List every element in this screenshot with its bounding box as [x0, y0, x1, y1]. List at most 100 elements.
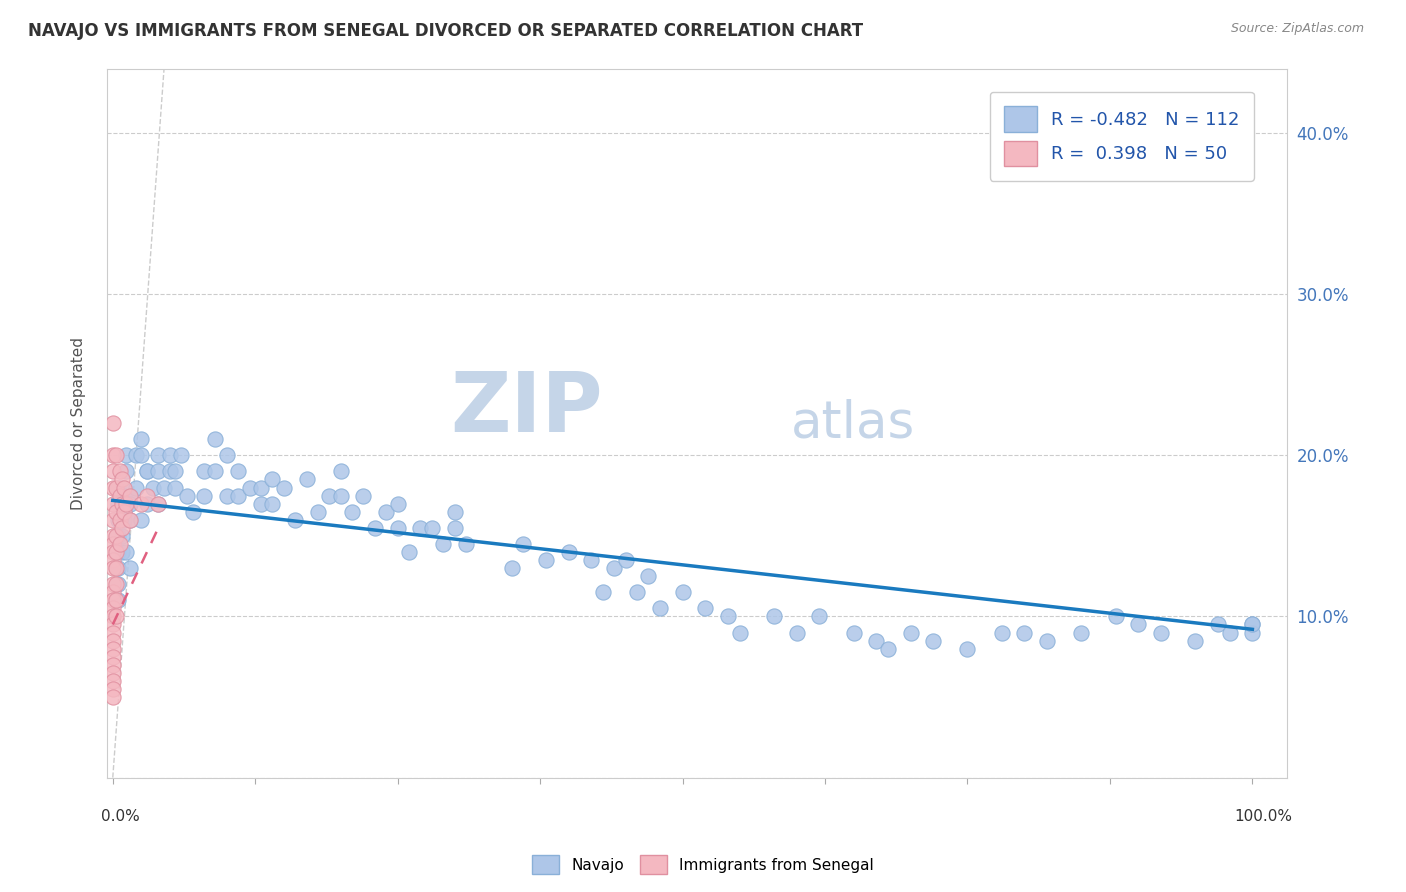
Point [101, 448, 124, 462]
Point [129, 513, 152, 527]
Point [165, 481, 187, 495]
Point [101, 553, 124, 567]
Point [105, 577, 128, 591]
Point [101, 537, 124, 551]
Point [101, 513, 124, 527]
Point [148, 497, 170, 511]
Point [226, 489, 249, 503]
Point [105, 561, 128, 575]
Point [101, 665, 124, 680]
Point [136, 464, 159, 478]
Point [307, 505, 329, 519]
Point [626, 585, 648, 599]
Point [115, 497, 138, 511]
Point [107, 545, 129, 559]
Point [107, 529, 129, 543]
Point [101, 633, 124, 648]
Point [136, 489, 159, 503]
Point [262, 472, 284, 486]
Point [432, 537, 454, 551]
Point [159, 464, 181, 478]
Point [112, 481, 135, 495]
Point [614, 553, 637, 567]
Point [101, 681, 124, 696]
Point [238, 481, 260, 495]
Point [129, 448, 152, 462]
Point [250, 497, 273, 511]
Point [1241, 617, 1264, 632]
Point [118, 513, 141, 527]
Y-axis label: Divorced or Separated: Divorced or Separated [72, 336, 86, 509]
Point [101, 416, 124, 430]
Point [1184, 633, 1206, 648]
Point [111, 529, 134, 543]
Point [129, 497, 152, 511]
Point [111, 472, 134, 486]
Point [107, 593, 129, 607]
Point [295, 472, 318, 486]
Point [170, 448, 193, 462]
Point [717, 609, 740, 624]
Point [1036, 633, 1059, 648]
Point [671, 585, 693, 599]
Point [353, 489, 375, 503]
Point [107, 561, 129, 575]
Point [101, 625, 124, 640]
Point [409, 521, 432, 535]
Point [318, 489, 340, 503]
Point [786, 625, 808, 640]
Point [1128, 617, 1150, 632]
Point [118, 497, 141, 511]
Point [105, 593, 128, 607]
Point [101, 497, 124, 511]
Point [105, 481, 128, 495]
Point [101, 601, 124, 615]
Point [592, 585, 614, 599]
Point [112, 513, 135, 527]
Point [105, 505, 128, 519]
Point [581, 553, 603, 567]
Point [340, 505, 363, 519]
Point [762, 609, 785, 624]
Point [273, 481, 295, 495]
Point [1150, 625, 1173, 640]
Point [648, 601, 671, 615]
Point [124, 481, 146, 495]
Point [101, 464, 124, 478]
Point [1206, 617, 1229, 632]
Point [101, 657, 124, 672]
Point [107, 577, 129, 591]
Point [284, 513, 307, 527]
Point [398, 545, 420, 559]
Point [226, 464, 249, 478]
Point [118, 561, 141, 575]
Text: NAVAJO VS IMMIGRANTS FROM SENEGAL DIVORCED OR SEPARATED CORRELATION CHART: NAVAJO VS IMMIGRANTS FROM SENEGAL DIVORC… [28, 22, 863, 40]
Point [387, 521, 409, 535]
Text: 0.0%: 0.0% [101, 809, 141, 824]
Point [111, 497, 134, 511]
Point [181, 505, 204, 519]
Point [501, 561, 523, 575]
Point [115, 545, 138, 559]
Point [603, 561, 626, 575]
Point [956, 641, 979, 656]
Point [148, 497, 170, 511]
Point [115, 464, 138, 478]
Point [165, 464, 187, 478]
Point [108, 537, 131, 551]
Point [101, 641, 124, 656]
Legend: R = -0.482   N = 112, R =  0.398   N = 50: R = -0.482 N = 112, R = 0.398 N = 50 [990, 92, 1254, 181]
Point [329, 464, 352, 478]
Point [159, 448, 181, 462]
Point [101, 545, 124, 559]
Point [136, 497, 159, 511]
Point [250, 481, 273, 495]
Point [101, 561, 124, 575]
Point [1241, 625, 1264, 640]
Point [112, 505, 135, 519]
Point [1014, 625, 1036, 640]
Point [108, 513, 131, 527]
Point [142, 481, 165, 495]
Point [193, 464, 215, 478]
Point [1219, 625, 1241, 640]
